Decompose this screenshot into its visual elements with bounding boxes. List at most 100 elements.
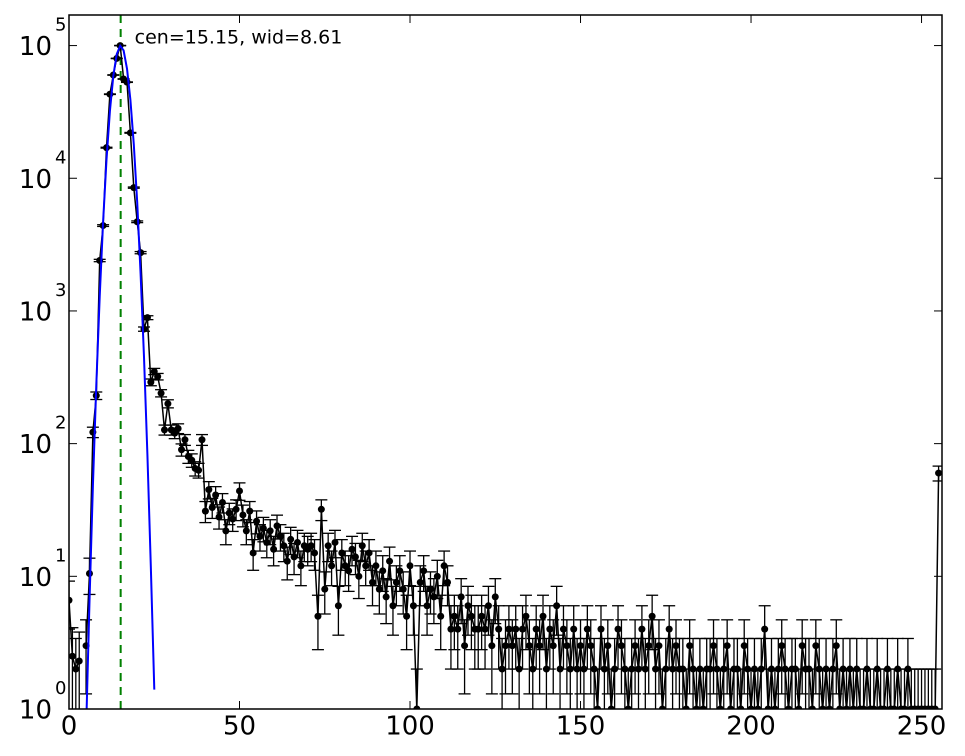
data-point <box>218 499 226 507</box>
data-point <box>369 578 377 586</box>
data-point <box>478 612 486 620</box>
data-point <box>178 446 186 454</box>
data-point <box>798 642 806 650</box>
data-point <box>287 535 295 543</box>
data-point <box>328 562 336 570</box>
data-point <box>242 527 250 535</box>
data-point <box>573 665 581 673</box>
data-point <box>351 553 359 561</box>
x-tick-label: 100 <box>385 712 435 742</box>
data-point <box>317 505 325 513</box>
data-point <box>682 705 690 709</box>
data-point <box>290 553 298 561</box>
data-point <box>416 578 424 586</box>
data-point <box>474 625 482 633</box>
data-point <box>372 562 380 570</box>
y-tick-label: 10 <box>19 32 52 62</box>
data-point <box>382 593 390 601</box>
data-point <box>512 625 520 633</box>
data-point <box>600 665 608 673</box>
data-point <box>692 705 700 709</box>
data-point <box>880 705 888 709</box>
data-point <box>229 515 237 523</box>
data-point <box>157 389 165 397</box>
data-point <box>498 665 506 673</box>
data-point <box>69 596 73 604</box>
data-point <box>72 665 80 673</box>
data-point <box>386 557 394 565</box>
plot-frame <box>68 14 943 710</box>
data-point <box>740 642 748 650</box>
y-tick-label: 10 <box>19 696 52 726</box>
data-point <box>413 705 421 709</box>
data-point <box>665 625 673 633</box>
data-point <box>716 705 724 709</box>
data-point <box>392 578 400 586</box>
data-point <box>69 652 76 660</box>
data-point <box>594 705 602 709</box>
data-point <box>341 562 349 570</box>
data-point <box>706 665 714 673</box>
data-point <box>307 542 315 550</box>
data-point <box>426 585 434 593</box>
data-point <box>280 542 288 550</box>
data-point <box>774 665 782 673</box>
data-point <box>396 567 404 575</box>
data-point <box>771 705 779 709</box>
data-point <box>829 665 837 673</box>
y-tick-label: 10 <box>19 165 52 195</box>
plot-content <box>69 15 942 709</box>
data-point <box>727 705 735 709</box>
data-point <box>519 625 527 633</box>
data-point <box>488 642 496 650</box>
data-point <box>836 705 844 709</box>
data-point <box>795 705 803 709</box>
data-point <box>614 625 622 633</box>
data-point <box>628 665 636 673</box>
data-point <box>604 642 612 650</box>
data-point <box>198 436 206 444</box>
data-point <box>686 642 694 650</box>
data-point <box>812 642 820 650</box>
data-point <box>160 426 168 434</box>
data-point <box>860 705 868 709</box>
data-point <box>358 542 366 550</box>
data-point <box>433 572 441 580</box>
data-point <box>195 466 203 474</box>
data-point <box>447 625 455 633</box>
data-point <box>276 532 284 540</box>
data-point <box>331 538 339 546</box>
data-point <box>587 642 595 650</box>
data-point <box>699 705 707 709</box>
data-point <box>450 612 458 620</box>
data-point <box>553 602 561 610</box>
data-point <box>502 642 509 650</box>
data-point <box>464 602 472 610</box>
data-point <box>181 436 189 444</box>
x-tick-label: 200 <box>726 712 776 742</box>
data-point <box>641 665 649 673</box>
data-point <box>444 578 452 586</box>
y-tick-exponent: 0 <box>55 678 66 699</box>
data-point <box>201 507 209 515</box>
y-tick-label: 10 <box>19 297 52 327</box>
data-point <box>631 642 639 650</box>
data-point <box>293 538 301 546</box>
data-point <box>607 705 615 709</box>
data-point <box>536 642 544 650</box>
data-point <box>570 625 578 633</box>
data-point <box>778 642 786 650</box>
data-point <box>672 642 680 650</box>
data-point <box>266 527 274 535</box>
data-point <box>239 511 247 519</box>
y-tick-label: 10 <box>19 430 52 460</box>
data-point <box>409 602 417 610</box>
data-point <box>525 642 533 650</box>
data-point <box>348 545 356 553</box>
data-point <box>491 593 499 601</box>
data-point <box>188 456 196 464</box>
data-point <box>870 705 878 709</box>
data-point <box>720 665 728 673</box>
data-point <box>819 705 827 709</box>
